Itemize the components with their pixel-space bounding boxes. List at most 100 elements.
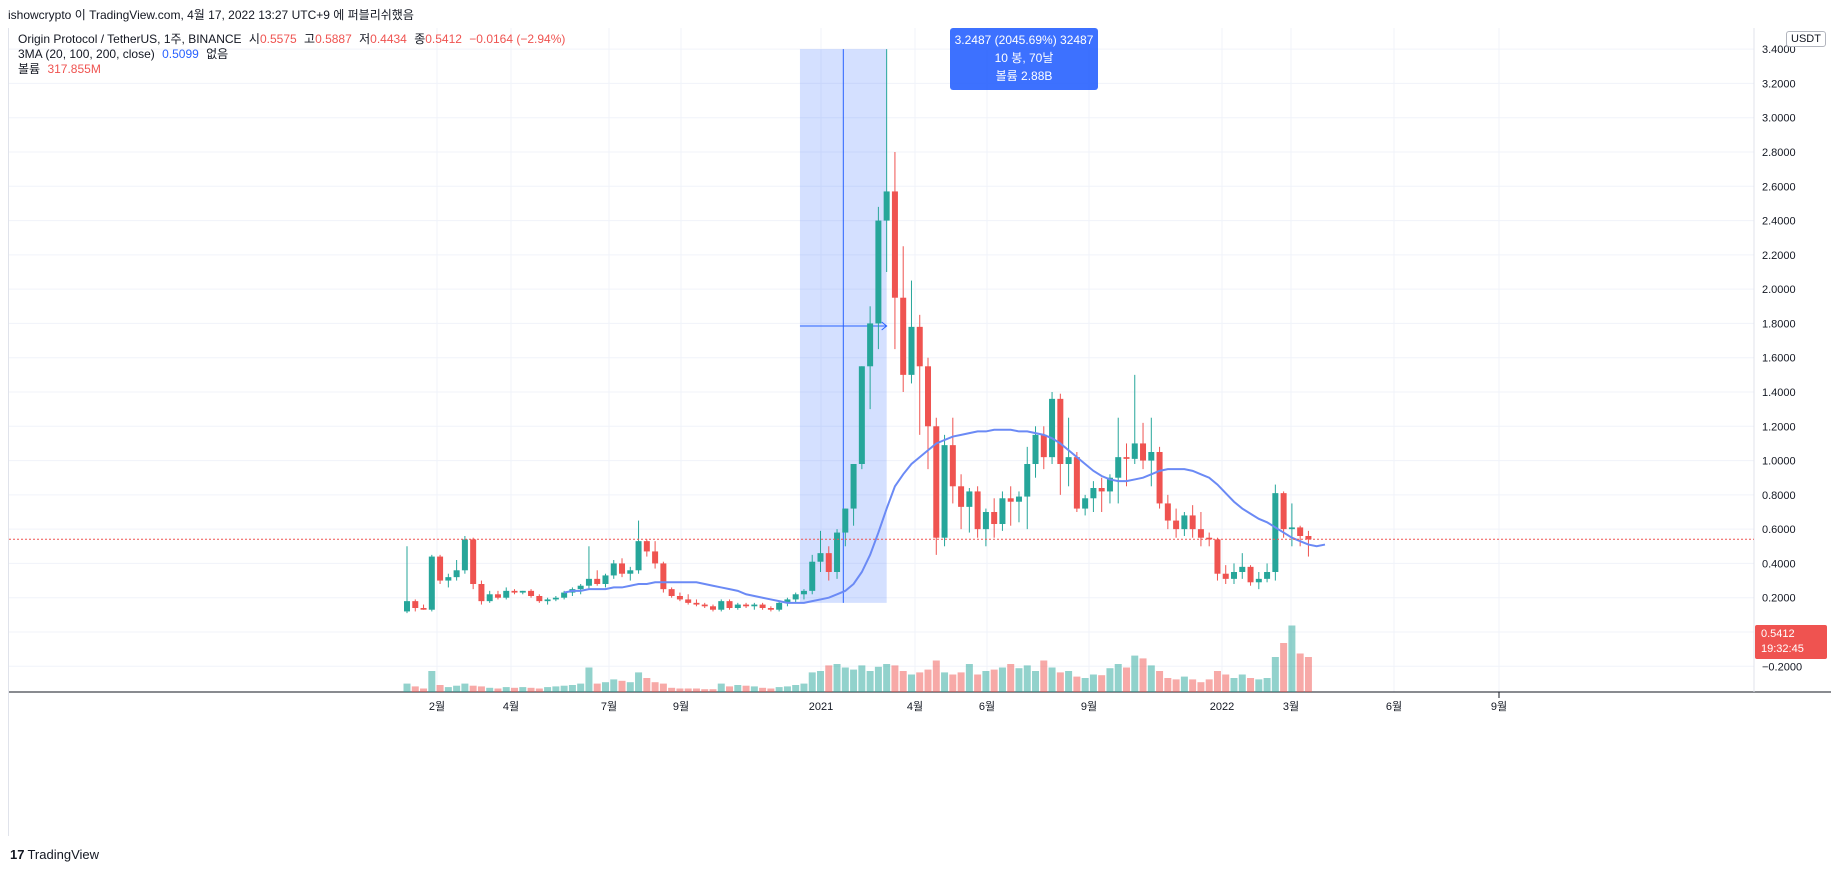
volume-bar (577, 683, 585, 692)
volume-bar (626, 682, 634, 692)
candle-body (867, 323, 874, 367)
volume-bar (519, 687, 527, 692)
candle-body (949, 445, 956, 487)
candle-body (776, 602, 783, 610)
symbol-legend[interactable]: Origin Protocol / TetherUS, 1주, BINANCE … (18, 30, 569, 47)
volume-bar (808, 672, 816, 692)
tradingview-logo[interactable]: 17 TradingView (10, 847, 99, 862)
price-tick-label: 2.8000 (1762, 147, 1796, 159)
price-tick-label: −0.2000 (1762, 661, 1802, 673)
ma-label: 3MA (20, 100, 200, close) (18, 47, 155, 61)
volume-bar (1255, 679, 1263, 692)
candle-body (966, 491, 973, 507)
candle-body (767, 608, 774, 610)
volume-bar (436, 685, 444, 692)
volume-bar (692, 688, 700, 692)
volume-bar (668, 687, 676, 692)
volume-bar (1122, 667, 1130, 692)
volume-bar (1106, 668, 1114, 692)
volume-bar (1065, 671, 1073, 692)
volume-bar (635, 672, 643, 692)
chart-area[interactable]: 3.4000 3.2000 3.0000 2.8000 2.6000 2.4000 2.20… (8, 28, 1831, 836)
candle-body (908, 326, 915, 375)
candle-body (602, 575, 609, 584)
candle-body (1098, 488, 1105, 492)
candle-body (610, 563, 617, 576)
volume-bar (1288, 625, 1296, 692)
price-tick-label: 1.0000 (1762, 456, 1796, 468)
candle-body (635, 541, 642, 571)
volume-bar (428, 671, 436, 692)
candle-body (536, 596, 543, 602)
candle-body (1123, 457, 1130, 459)
candle-body (1106, 477, 1113, 492)
candle-body (1181, 515, 1188, 530)
candle-body (668, 589, 675, 596)
volume-bar (899, 671, 907, 692)
candle-body (792, 594, 799, 600)
volume-bar (990, 669, 998, 692)
volume-bar (535, 688, 543, 692)
volume-bar (974, 674, 982, 692)
price-tick-label: 0.8000 (1762, 490, 1796, 502)
volume-bar (618, 680, 626, 692)
measure-volume: 볼륨 2.88B (995, 69, 1053, 83)
volume-bar (469, 685, 477, 692)
candle-body (891, 191, 898, 298)
ma-legend[interactable]: 3MA (20, 100, 200, close) 0.5099 없음 (18, 45, 232, 62)
open-label: 시 (248, 32, 260, 46)
volume-legend[interactable]: 볼륨 317.855M (18, 60, 105, 77)
volume-bar (982, 671, 990, 692)
last-price-tag: 0.5412 19:32:45 (1755, 625, 1827, 659)
volume-bar (1280, 643, 1288, 692)
candle-body (1024, 464, 1031, 497)
candle-body (1189, 515, 1196, 530)
volume-bar (1147, 665, 1155, 692)
volume-bar (1189, 679, 1197, 692)
candle-body (437, 556, 444, 581)
candle-body (685, 599, 692, 603)
high-label: 고 (304, 32, 316, 46)
candle-body (982, 512, 989, 530)
volume-bar (866, 671, 874, 692)
candle-body (445, 577, 452, 581)
volume-bar (684, 688, 692, 692)
price-tick-label: 0.6000 (1762, 524, 1796, 536)
candle-body (875, 220, 882, 324)
candle-body (1164, 503, 1171, 521)
volume-bar (1032, 671, 1040, 692)
price-tick-label: 3.0000 (1762, 113, 1796, 125)
volume-bar (477, 686, 485, 692)
volume-bar (1304, 657, 1312, 692)
volume-bar (1131, 655, 1139, 692)
candle-body (743, 604, 750, 607)
time-tick-label: 9월 (1491, 700, 1507, 713)
volume-bar (850, 669, 858, 692)
candle-body (916, 326, 923, 367)
volume-bar (511, 687, 519, 692)
candle-body (561, 592, 568, 598)
volume-bar (709, 689, 717, 692)
candle-body (676, 596, 683, 600)
volume-bar (1156, 671, 1164, 692)
candle-body (1231, 572, 1237, 579)
currency-button[interactable]: USDT (1786, 31, 1826, 47)
candle-body (751, 604, 758, 607)
candle-body (1156, 452, 1163, 504)
volume-bar (1040, 660, 1048, 692)
volume-bar (907, 674, 915, 692)
volume-bar (792, 685, 800, 692)
volume-bar (1056, 672, 1064, 692)
candle-body (486, 594, 493, 602)
time-tick-label: 9월 (673, 700, 689, 713)
ma-value: 0.5099 (162, 47, 199, 61)
volume-bar (734, 685, 742, 692)
candle-body (494, 594, 501, 598)
candle-body (552, 597, 559, 600)
price-tick-label: 0.2000 (1762, 593, 1796, 605)
measure-bars-days: 10 봉, 70날 (994, 51, 1054, 65)
candle-body (1255, 578, 1262, 583)
candlestick-chart[interactable]: 3.4000 3.2000 3.0000 2.8000 2.6000 2.4000 2.20… (9, 28, 1831, 836)
candle-body (941, 445, 948, 538)
symbol-title: Origin Protocol / TetherUS, 1주, BINANCE (18, 32, 242, 46)
